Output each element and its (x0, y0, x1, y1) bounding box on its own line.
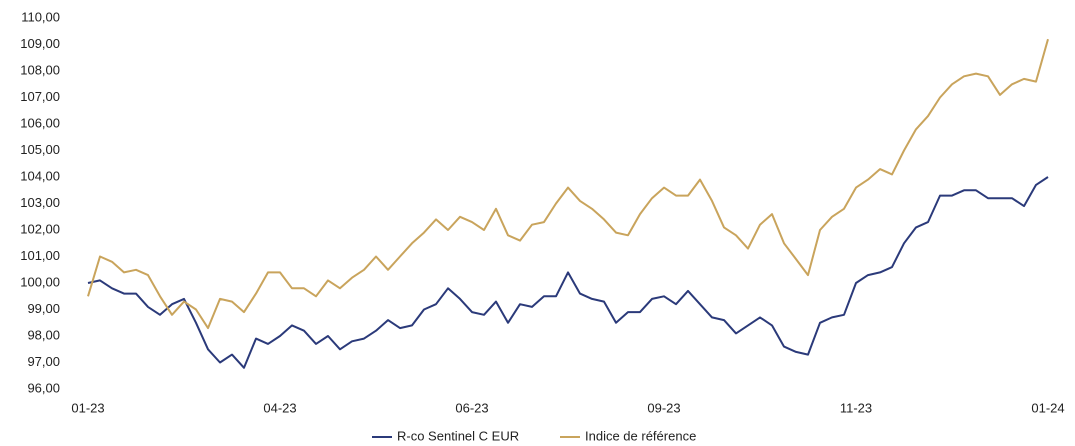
y-tick-label: 101,00 (20, 248, 60, 263)
y-tick-label: 107,00 (20, 89, 60, 104)
x-tick-label: 01-23 (71, 400, 104, 415)
x-tick-label: 01-24 (1031, 400, 1064, 415)
x-tick-label: 09-23 (647, 400, 680, 415)
y-tick-label: 104,00 (20, 168, 60, 183)
series-line (87, 38, 1049, 330)
y-tick-label: 108,00 (20, 62, 60, 77)
y-tick-label: 109,00 (20, 36, 60, 51)
legend-label: R-co Sentinel C EUR (397, 428, 519, 443)
y-tick-label: 100,00 (20, 274, 60, 289)
y-tick-label: 99,00 (27, 301, 60, 316)
y-tick-label: 97,00 (27, 354, 60, 369)
series-line (87, 176, 1049, 369)
x-tick-label: 06-23 (455, 400, 488, 415)
x-tick-label: 11-23 (840, 400, 872, 415)
y-tick-label: 105,00 (20, 142, 60, 157)
y-tick-label: 110,00 (21, 9, 60, 24)
y-tick-label: 98,00 (27, 327, 60, 342)
legend-label: Indice de référence (585, 428, 696, 443)
y-tick-label: 96,00 (27, 380, 60, 395)
y-tick-label: 103,00 (20, 195, 60, 210)
x-tick-label: 04-23 (263, 400, 296, 415)
y-tick-label: 102,00 (20, 221, 60, 236)
y-tick-label: 106,00 (20, 115, 60, 130)
